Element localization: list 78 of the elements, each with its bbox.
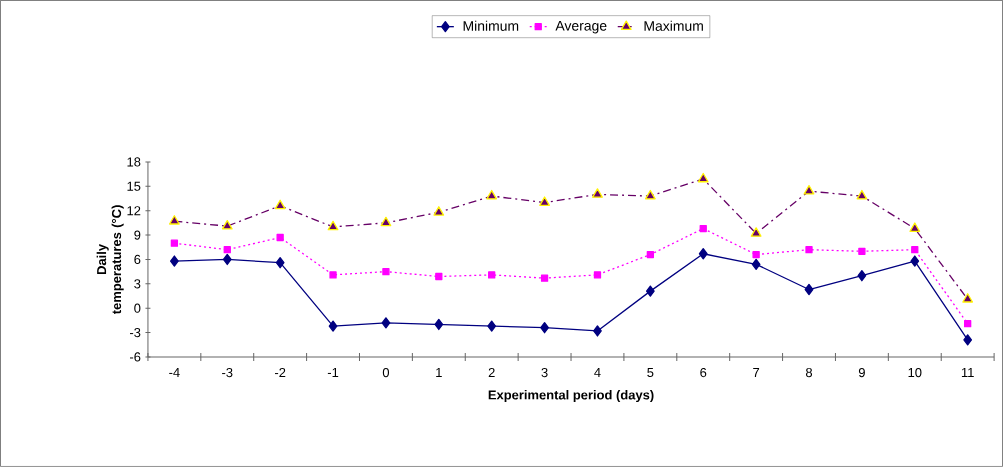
- point: [964, 320, 972, 328]
- x-tick-label: 1: [436, 368, 442, 377]
- point: [275, 257, 285, 269]
- point: [487, 320, 497, 332]
- legend-label: Maximum: [644, 20, 703, 31]
- point: [963, 334, 973, 346]
- y-tick-label: -3: [129, 328, 141, 338]
- y-tick-label: 15: [127, 181, 141, 191]
- point: [274, 199, 286, 210]
- point: [328, 320, 338, 332]
- point: [856, 189, 868, 200]
- point: [382, 268, 390, 276]
- y-tick-label: -6: [129, 352, 141, 362]
- point: [170, 239, 179, 247]
- point: [858, 247, 866, 256]
- point: [804, 283, 814, 296]
- point: [434, 318, 444, 331]
- x-tick-label: 6: [700, 368, 707, 378]
- point: [381, 317, 391, 329]
- point: [750, 227, 762, 237]
- point: [540, 322, 549, 334]
- x-tick-label: 9: [858, 368, 865, 378]
- point: [645, 285, 655, 297]
- x-tick-label: -3: [222, 368, 233, 378]
- legend-label: Average: [555, 20, 607, 34]
- point: [752, 250, 760, 259]
- point: [962, 293, 974, 303]
- point: [805, 246, 813, 254]
- point: [540, 274, 549, 282]
- point: [644, 189, 656, 200]
- x-tick-label: 3: [541, 368, 548, 378]
- point: [488, 271, 496, 279]
- point: [539, 196, 550, 207]
- point: [327, 220, 339, 231]
- point: [380, 216, 392, 227]
- point: [697, 172, 709, 183]
- x-tick-label: 11: [961, 368, 974, 377]
- point: [646, 250, 655, 259]
- x-tick-label: 5: [647, 368, 654, 378]
- legend-label: Minimum: [463, 20, 519, 31]
- point: [857, 270, 867, 282]
- point: [276, 233, 284, 242]
- point: [803, 185, 815, 195]
- y-tick-label: 6: [134, 254, 141, 265]
- x-tick-label: 8: [805, 368, 813, 378]
- y-tick-label: 18: [127, 157, 141, 167]
- point: [592, 188, 603, 198]
- point: [433, 206, 445, 216]
- point: [909, 222, 921, 233]
- point: [222, 253, 232, 266]
- point: [168, 215, 180, 225]
- x-tick-label: -1: [327, 368, 339, 377]
- x-tick-label: 7: [753, 368, 760, 377]
- x-tick-label: 2: [488, 368, 495, 378]
- point: [593, 325, 602, 337]
- point: [486, 189, 498, 200]
- point: [435, 272, 443, 281]
- y-axis-title: Daily temperatures (°C): [96, 205, 124, 315]
- y-tick-label: 3: [134, 279, 141, 289]
- point: [329, 271, 337, 279]
- x-tick-label: 0: [382, 368, 390, 378]
- point: [593, 271, 602, 279]
- x-axis-title: Experimental period (days): [488, 390, 654, 403]
- point: [169, 255, 179, 267]
- point: [911, 246, 919, 254]
- point: [699, 224, 707, 233]
- point: [698, 248, 708, 260]
- x-tick-label: 10: [908, 368, 922, 378]
- point: [223, 246, 231, 254]
- y-tick-label: 0: [134, 303, 141, 313]
- x-tick-label: -4: [169, 368, 180, 377]
- point: [221, 220, 233, 230]
- point: [910, 255, 920, 267]
- x-tick-label: -2: [274, 368, 286, 378]
- point: [751, 258, 761, 271]
- y-tick-label: 9: [134, 230, 141, 240]
- x-tick-label: 4: [594, 368, 601, 377]
- y-tick-label: 12: [127, 206, 141, 216]
